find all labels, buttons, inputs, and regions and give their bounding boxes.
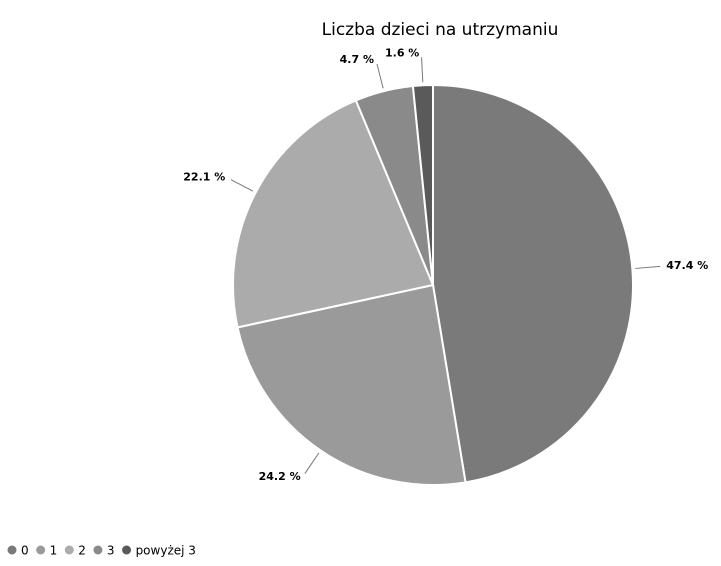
data-label: 47.4 % — [666, 259, 708, 272]
data-label: 4.7 % — [340, 53, 374, 66]
pie-slice — [432, 83, 634, 484]
data-label: 1.6 % — [385, 46, 419, 59]
chart-title: Liczba dzieci na utrzymaniu — [322, 20, 559, 40]
data-label: 24.2 % — [259, 470, 301, 483]
legend-label: powyżej 3 — [136, 544, 196, 558]
pie-slice — [232, 99, 435, 329]
legend-marker — [36, 545, 46, 555]
legend-marker — [64, 545, 74, 555]
legend-label: 0 — [21, 544, 29, 558]
legend-label: 3 — [107, 544, 115, 558]
leader-line — [635, 265, 661, 269]
leader-line — [376, 63, 384, 89]
leader-line — [230, 179, 254, 192]
pie-slice — [236, 283, 467, 486]
legend-marker — [122, 545, 132, 555]
legend-label: 2 — [78, 544, 86, 558]
pie-slice — [411, 83, 434, 286]
leader-line — [304, 452, 320, 474]
data-label: 22.1 % — [183, 171, 225, 184]
legend-marker — [7, 545, 17, 555]
legend-label: 1 — [50, 544, 58, 558]
leader-line — [421, 57, 424, 83]
legend-marker — [93, 545, 103, 555]
